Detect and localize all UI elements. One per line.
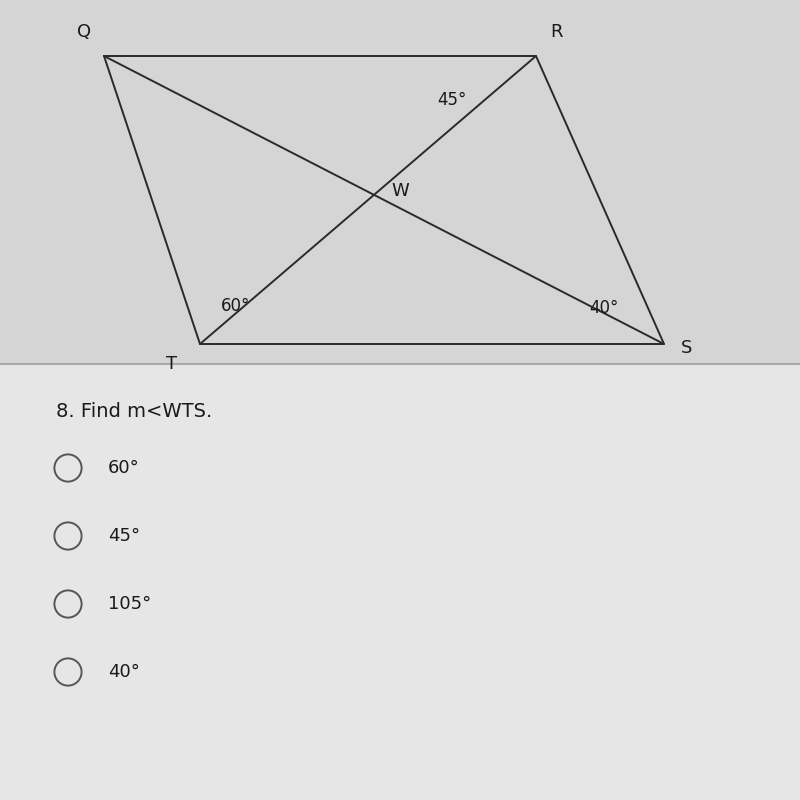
Text: Q: Q — [77, 23, 91, 41]
Text: W: W — [392, 182, 410, 200]
Text: R: R — [550, 23, 562, 41]
Text: 8. Find m<WTS.: 8. Find m<WTS. — [56, 402, 212, 422]
Bar — [0, 364, 800, 800]
Text: 40°: 40° — [590, 299, 618, 317]
Text: 60°: 60° — [108, 459, 140, 477]
Bar — [0, 0, 800, 364]
Text: 45°: 45° — [108, 527, 140, 545]
Text: S: S — [681, 339, 692, 357]
Text: 60°: 60° — [222, 297, 250, 314]
Text: 105°: 105° — [108, 595, 151, 613]
Text: 40°: 40° — [108, 663, 140, 681]
Text: T: T — [166, 355, 178, 373]
Text: 45°: 45° — [438, 91, 466, 109]
